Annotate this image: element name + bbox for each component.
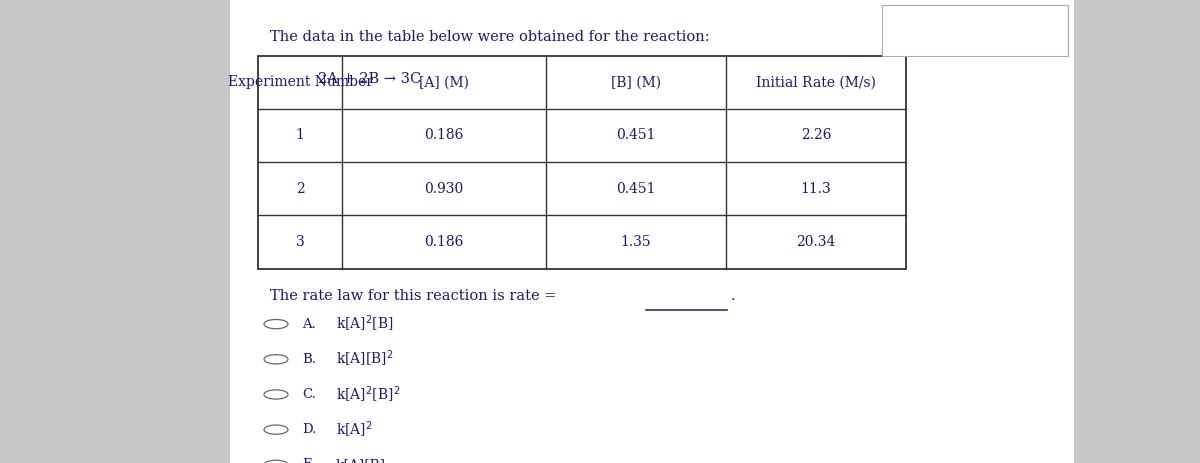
Text: Initial Rate (M/s): Initial Rate (M/s) <box>756 75 876 89</box>
Text: The rate law for this reaction is rate =: The rate law for this reaction is rate = <box>270 289 562 303</box>
Text: E.: E. <box>302 458 317 463</box>
Text: 0.451: 0.451 <box>617 181 655 196</box>
Text: A.: A. <box>302 318 317 331</box>
Text: D.: D. <box>302 423 317 436</box>
Text: 1: 1 <box>295 128 305 143</box>
Text: C.: C. <box>302 388 317 401</box>
Text: 0.186: 0.186 <box>425 128 463 143</box>
Text: .: . <box>731 289 736 303</box>
Text: 11.3: 11.3 <box>800 181 832 196</box>
Text: k[A]$^2$: k[A]$^2$ <box>336 419 373 440</box>
Text: Experiment Number: Experiment Number <box>228 75 372 89</box>
Text: 0.930: 0.930 <box>425 181 463 196</box>
Text: k[A]$^2$[B]: k[A]$^2$[B] <box>336 314 394 334</box>
Text: 20.34: 20.34 <box>797 235 835 249</box>
Text: k[A][B]$^2$: k[A][B]$^2$ <box>336 349 394 369</box>
Text: 3: 3 <box>295 235 305 249</box>
Text: 2A + 2B → 3C: 2A + 2B → 3C <box>318 72 421 86</box>
Text: [A] (M): [A] (M) <box>419 75 469 89</box>
Text: k[A]$^2$[B]$^2$: k[A]$^2$[B]$^2$ <box>336 384 401 405</box>
Text: B.: B. <box>302 353 317 366</box>
Text: [B] (M): [B] (M) <box>611 75 661 89</box>
Text: 2: 2 <box>295 181 305 196</box>
Text: The data in the table below were obtained for the reaction:: The data in the table below were obtaine… <box>270 30 709 44</box>
Text: 2.26: 2.26 <box>800 128 832 143</box>
Text: 0.451: 0.451 <box>617 128 655 143</box>
Text: 1.35: 1.35 <box>620 235 652 249</box>
Text: k[A][B]: k[A][B] <box>336 458 386 463</box>
Text: 0.186: 0.186 <box>425 235 463 249</box>
